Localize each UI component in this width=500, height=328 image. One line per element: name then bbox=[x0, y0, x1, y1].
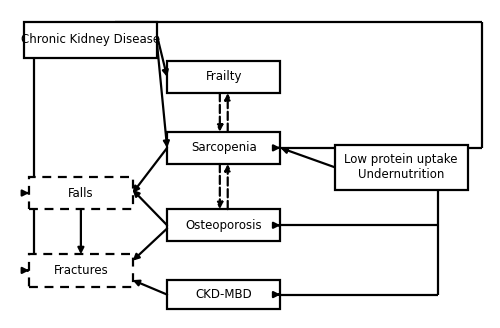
Text: Fractures: Fractures bbox=[54, 264, 108, 277]
FancyBboxPatch shape bbox=[29, 254, 132, 287]
FancyBboxPatch shape bbox=[167, 209, 280, 241]
Text: Chronic Kidney Disease: Chronic Kidney Disease bbox=[21, 33, 160, 46]
FancyBboxPatch shape bbox=[167, 280, 280, 309]
Text: Falls: Falls bbox=[68, 187, 94, 199]
FancyBboxPatch shape bbox=[167, 61, 280, 93]
FancyBboxPatch shape bbox=[167, 132, 280, 164]
FancyBboxPatch shape bbox=[334, 145, 468, 190]
Text: Frailty: Frailty bbox=[206, 71, 242, 83]
FancyBboxPatch shape bbox=[29, 177, 132, 209]
Text: Sarcopenia: Sarcopenia bbox=[191, 141, 256, 154]
Text: Low protein uptake
Undernutrition: Low protein uptake Undernutrition bbox=[344, 153, 458, 181]
Text: Osteoporosis: Osteoporosis bbox=[186, 219, 262, 232]
FancyBboxPatch shape bbox=[24, 22, 158, 58]
Text: CKD-MBD: CKD-MBD bbox=[196, 288, 252, 301]
